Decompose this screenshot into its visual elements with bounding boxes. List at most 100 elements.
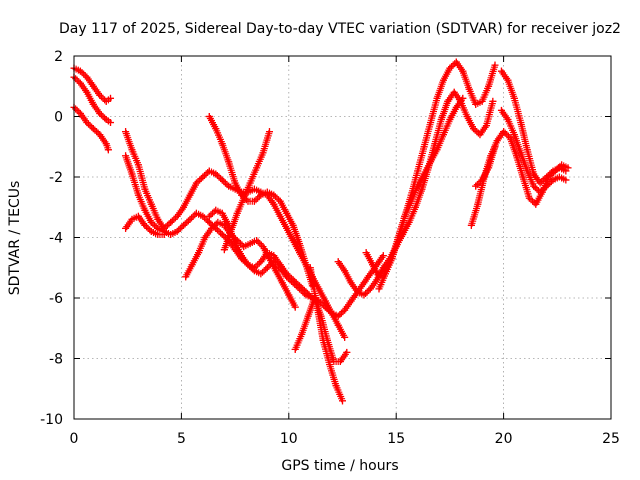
data-point bbox=[160, 230, 168, 238]
data-point bbox=[420, 170, 428, 178]
data-point bbox=[482, 122, 490, 130]
data-point bbox=[141, 185, 149, 193]
data-point bbox=[485, 82, 493, 90]
data-point bbox=[205, 167, 213, 175]
data-point bbox=[439, 131, 447, 139]
y-tick-labels: -10 -8 -6 -4 -2 0 2 bbox=[40, 49, 63, 428]
data-point bbox=[459, 67, 467, 75]
data-point bbox=[250, 185, 258, 193]
data-point bbox=[212, 206, 220, 214]
data-point bbox=[317, 312, 325, 320]
data-point bbox=[530, 182, 538, 190]
data-point bbox=[167, 230, 175, 238]
data-point bbox=[452, 103, 460, 111]
data-point bbox=[134, 212, 142, 220]
data-point bbox=[474, 200, 482, 208]
data-point bbox=[147, 200, 155, 208]
data-point bbox=[278, 279, 286, 287]
data-point bbox=[465, 85, 473, 93]
data-point bbox=[246, 240, 254, 248]
data-point bbox=[218, 209, 226, 217]
y-axis-label: SDTVAR / TECUs bbox=[7, 181, 23, 296]
data-point bbox=[328, 309, 336, 317]
data-point bbox=[343, 348, 351, 356]
data-point bbox=[218, 230, 226, 238]
data-point bbox=[512, 152, 520, 160]
data-point bbox=[76, 67, 84, 75]
x-tick-labels: 0 5 10 15 20 25 bbox=[70, 431, 620, 447]
data-point bbox=[323, 336, 331, 344]
data-point bbox=[379, 252, 387, 260]
data-point bbox=[128, 215, 136, 223]
data-point bbox=[504, 76, 512, 84]
data-point bbox=[180, 221, 188, 229]
data-point bbox=[489, 97, 497, 105]
data-point bbox=[289, 279, 297, 287]
data-point bbox=[207, 224, 215, 232]
trace-18 bbox=[497, 106, 570, 196]
data-point bbox=[298, 330, 306, 338]
data-point bbox=[291, 303, 299, 311]
data-point bbox=[154, 224, 162, 232]
data-point bbox=[263, 188, 271, 196]
data-point bbox=[321, 297, 329, 305]
data-point bbox=[134, 161, 142, 169]
data-point bbox=[510, 131, 518, 139]
data-point bbox=[555, 164, 563, 172]
data-point bbox=[433, 146, 441, 154]
trace-markers bbox=[498, 67, 570, 187]
data-point bbox=[212, 170, 220, 178]
data-point bbox=[76, 79, 84, 87]
data-point bbox=[549, 167, 557, 175]
trace-19 bbox=[472, 143, 499, 190]
data-point bbox=[407, 197, 415, 205]
x-tick-label: 20 bbox=[495, 431, 513, 447]
data-point bbox=[285, 291, 293, 299]
data-point bbox=[330, 358, 338, 366]
data-point bbox=[147, 227, 155, 235]
data-points bbox=[70, 58, 572, 405]
data-point bbox=[199, 173, 207, 181]
data-point bbox=[147, 218, 155, 226]
data-point bbox=[218, 140, 226, 148]
trace-3 bbox=[70, 103, 112, 154]
data-point bbox=[354, 288, 362, 296]
data-point bbox=[227, 227, 235, 235]
data-point bbox=[186, 215, 194, 223]
data-point bbox=[497, 106, 505, 114]
data-point bbox=[439, 76, 447, 84]
data-point bbox=[427, 158, 435, 166]
data-point bbox=[214, 218, 222, 226]
data-point bbox=[420, 143, 428, 151]
data-point bbox=[276, 212, 284, 220]
data-point bbox=[192, 209, 200, 217]
trace-markers bbox=[498, 106, 570, 196]
data-point bbox=[265, 255, 273, 263]
data-point bbox=[244, 261, 252, 269]
x-tick-label: 25 bbox=[602, 431, 620, 447]
data-point bbox=[459, 94, 467, 102]
data-point bbox=[360, 291, 368, 299]
data-point bbox=[250, 267, 258, 275]
data-point bbox=[186, 191, 194, 199]
axis-ticks bbox=[73, 55, 612, 420]
data-point bbox=[341, 306, 349, 314]
data-point bbox=[220, 246, 228, 254]
data-point bbox=[463, 113, 471, 120]
data-point bbox=[311, 294, 319, 302]
data-point bbox=[89, 125, 97, 133]
data-point bbox=[253, 237, 261, 245]
data-point bbox=[283, 209, 291, 217]
data-point bbox=[381, 270, 389, 278]
data-point bbox=[102, 116, 110, 124]
trace-12 bbox=[291, 294, 351, 366]
data-point bbox=[341, 267, 349, 275]
data-point bbox=[467, 221, 475, 229]
data-point bbox=[83, 88, 91, 96]
data-point bbox=[369, 261, 377, 269]
data-point bbox=[83, 73, 91, 81]
data-point bbox=[304, 312, 312, 320]
data-point bbox=[375, 273, 383, 281]
data-point bbox=[525, 194, 533, 202]
data-point bbox=[76, 109, 84, 117]
